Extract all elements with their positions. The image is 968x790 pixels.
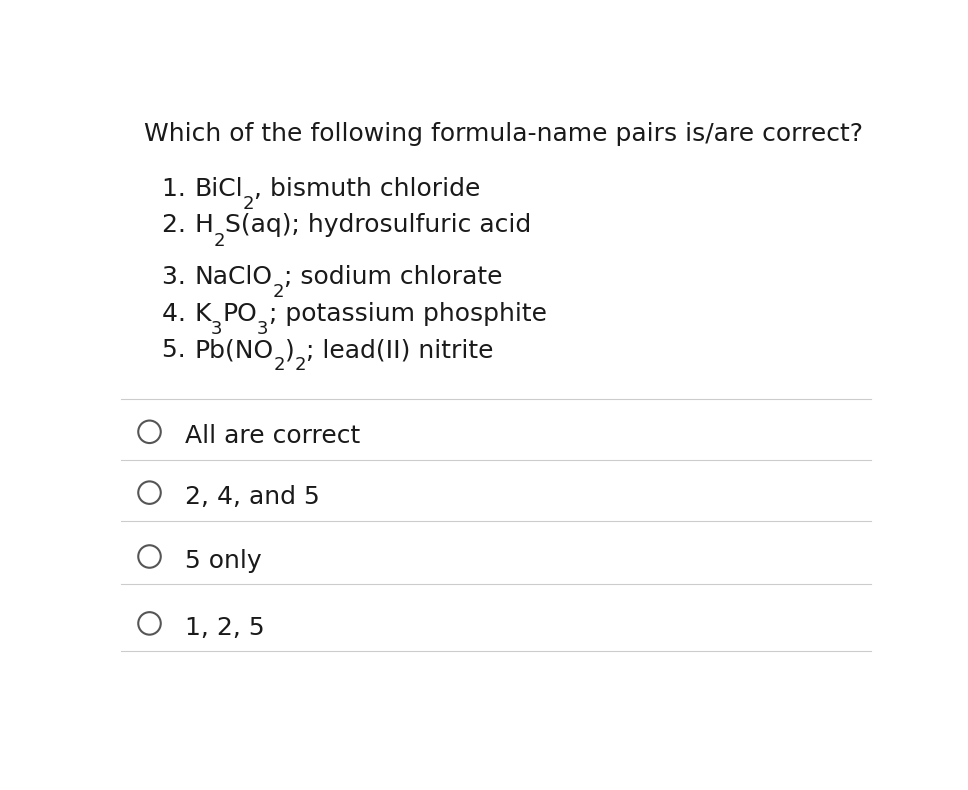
Text: 3: 3 — [211, 320, 223, 338]
Text: Which of the following formula-name pairs is/are correct?: Which of the following formula-name pair… — [143, 122, 862, 146]
Text: PO: PO — [223, 302, 257, 325]
Text: 1.: 1. — [163, 177, 195, 201]
Text: 3: 3 — [257, 320, 268, 338]
Text: 1, 2, 5: 1, 2, 5 — [185, 616, 264, 640]
Text: , bismuth chloride: , bismuth chloride — [255, 177, 481, 201]
Text: 4.: 4. — [163, 302, 195, 325]
Text: 5 only: 5 only — [185, 549, 261, 574]
Text: 2: 2 — [273, 356, 285, 374]
Text: 2: 2 — [272, 284, 284, 301]
Text: H: H — [195, 213, 213, 238]
Text: NaClO: NaClO — [195, 265, 272, 289]
Text: 2: 2 — [294, 356, 306, 374]
Text: K: K — [195, 302, 211, 325]
Text: Pb(NO: Pb(NO — [194, 338, 273, 362]
Text: 2.: 2. — [163, 213, 195, 238]
Text: All are correct: All are correct — [185, 424, 360, 449]
Text: ): ) — [285, 338, 294, 362]
Text: 5.: 5. — [163, 338, 194, 362]
Text: ; lead(II) nitrite: ; lead(II) nitrite — [306, 338, 494, 362]
Text: 3.: 3. — [163, 265, 195, 289]
Text: 2, 4, and 5: 2, 4, and 5 — [185, 485, 319, 510]
Text: ; sodium chlorate: ; sodium chlorate — [284, 265, 502, 289]
Text: 2: 2 — [243, 195, 255, 213]
Text: S(aq); hydrosulfuric acid: S(aq); hydrosulfuric acid — [225, 213, 530, 238]
Text: ; potassium phosphite: ; potassium phosphite — [268, 302, 547, 325]
Text: 2: 2 — [213, 231, 225, 250]
Text: BiCl: BiCl — [195, 177, 243, 201]
